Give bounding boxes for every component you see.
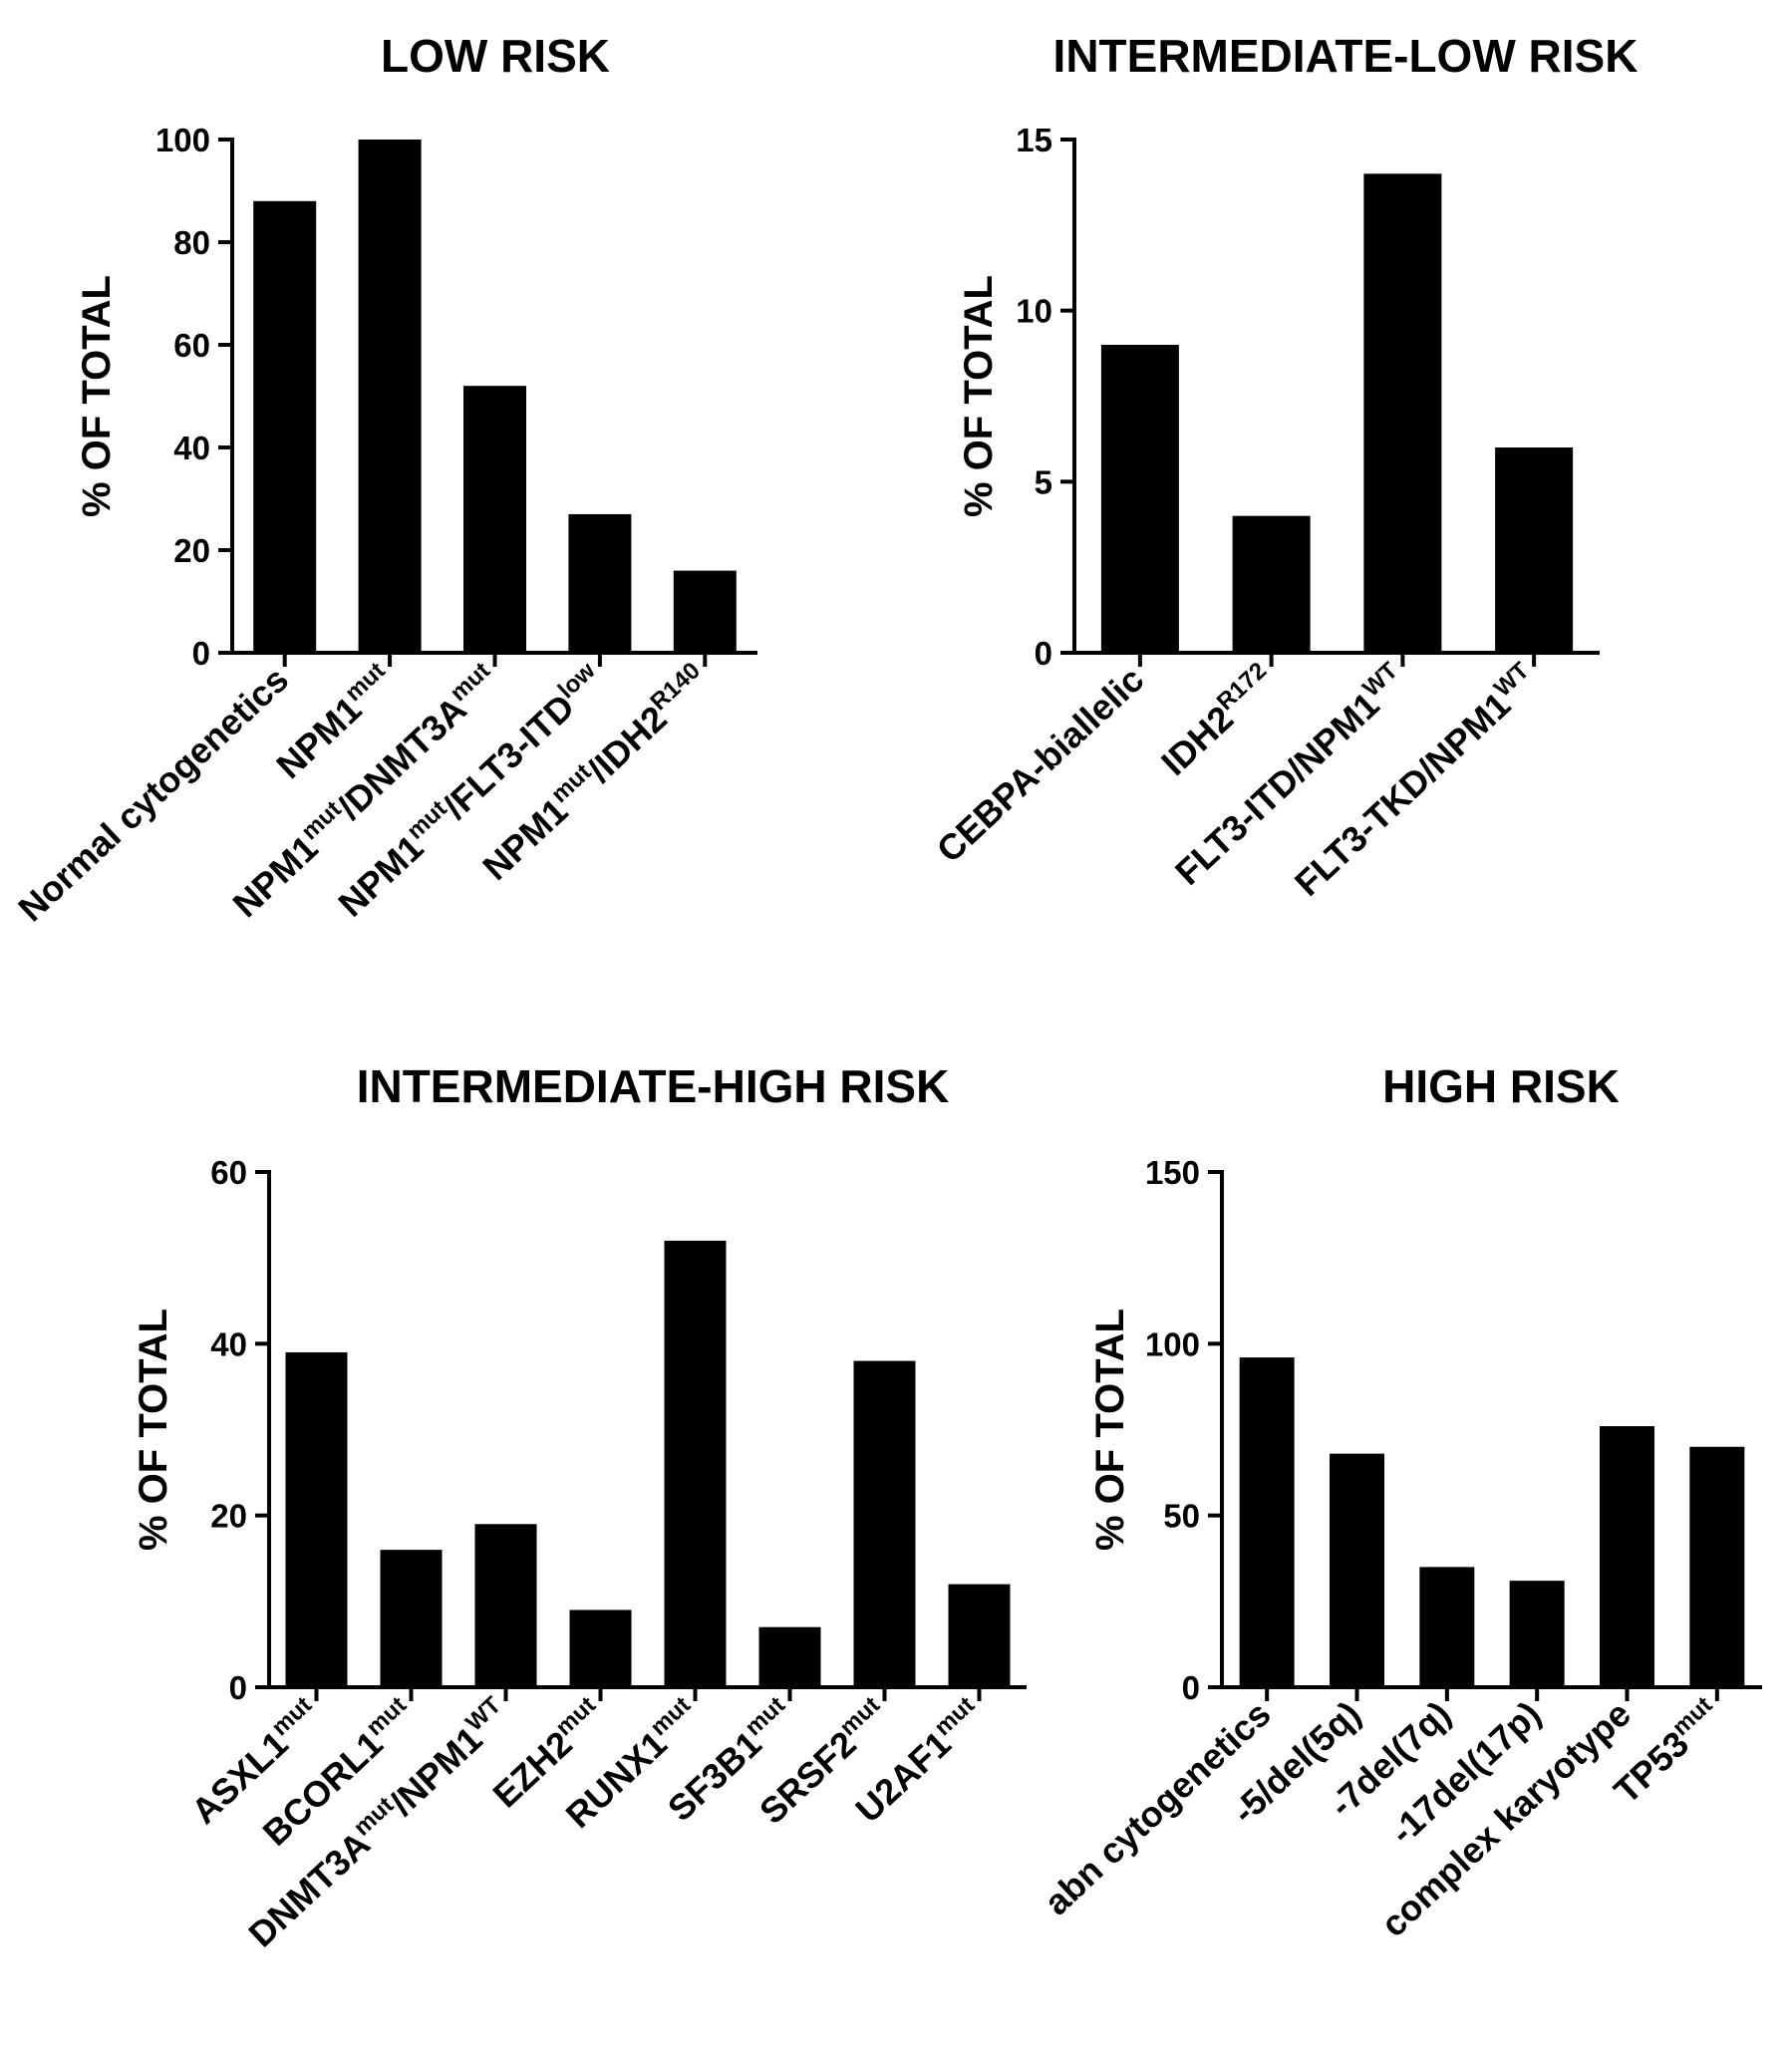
label-text: SRSF2	[751, 1723, 864, 1832]
label-text: /NPM1	[382, 1718, 489, 1823]
label-text: U2AF1	[847, 1723, 958, 1831]
bar	[1419, 1567, 1475, 1687]
bar	[463, 386, 526, 653]
bar	[1509, 1581, 1565, 1687]
y-tick-label: 0	[229, 1669, 247, 1706]
x-category-label: FLT3-TKD/NPM1WT	[1286, 657, 1546, 904]
x-category-label: FLT3-ITD/NPM1WT	[1166, 657, 1414, 893]
y-tick-label: 50	[1163, 1498, 1200, 1535]
label-text: CEBPA-biallelic	[929, 659, 1152, 870]
chart-title: INTERMEDIATE-LOW RISK	[1053, 30, 1639, 82]
y-tick-label: 0	[1035, 635, 1052, 672]
y-tick-label: 60	[210, 1154, 247, 1191]
chart-2: INTERMEDIATE-LOW RISK % OF TOTAL 0 5 10 15 CEB…	[929, 30, 1639, 904]
chart-title: HIGH RISK	[1382, 1060, 1620, 1112]
y-tick-label: 5	[1035, 463, 1052, 500]
x-category-label: CEBPA-biallelic	[929, 659, 1152, 870]
label-superscript: R172	[1212, 657, 1272, 716]
bar	[1600, 1426, 1654, 1687]
label-text: RUNX1	[558, 1723, 675, 1836]
bar	[358, 140, 422, 653]
label-text: FLT3-TKD/NPM1	[1287, 684, 1518, 903]
bar	[1330, 1453, 1384, 1687]
label-superscript: R140	[645, 657, 705, 716]
bar	[1100, 345, 1179, 653]
y-axis-label: % OF TOTAL	[1088, 1309, 1132, 1551]
bar	[948, 1584, 1011, 1687]
chart-3: INTERMEDIATE-HIGH RISK% OF TOTAL0204060A…	[132, 1060, 1027, 1955]
bar	[285, 1351, 348, 1687]
bar	[474, 1524, 537, 1687]
label-text: DNMT3A	[240, 1823, 378, 1954]
bar	[664, 1240, 727, 1687]
y-tick-label: 15	[1016, 122, 1052, 158]
y-tick-label: 0	[192, 635, 210, 672]
bar	[1363, 173, 1442, 654]
y-axis-label: % OF TOTAL	[132, 1309, 175, 1551]
bar	[380, 1550, 443, 1687]
y-tick-label: 40	[173, 430, 210, 466]
bar	[1689, 1446, 1745, 1687]
chart-title: LOW RISK	[381, 30, 610, 82]
y-tick-label: 150	[1145, 1154, 1200, 1191]
y-tick-label: 100	[155, 122, 210, 158]
bar	[853, 1360, 916, 1687]
bar	[1232, 515, 1311, 653]
bar	[569, 1609, 632, 1687]
y-tick-label: 80	[173, 224, 210, 261]
y-tick-label: 100	[1145, 1325, 1200, 1362]
bar	[1239, 1357, 1295, 1687]
y-tick-label: 20	[173, 532, 210, 569]
y-tick-label: 40	[210, 1325, 247, 1362]
bar	[758, 1626, 821, 1687]
label-text: SF3B1	[660, 1723, 769, 1829]
bar	[673, 570, 737, 653]
y-tick-label: 10	[1016, 293, 1052, 330]
y-axis-label: % OF TOTAL	[75, 275, 119, 517]
y-tick-label: 20	[210, 1498, 247, 1535]
y-axis-label: % OF TOTAL	[957, 275, 1001, 517]
bar	[568, 513, 632, 653]
bar	[1495, 447, 1574, 653]
y-tick-label: 0	[1182, 1669, 1200, 1706]
x-category-label: IDH2R172	[1152, 657, 1283, 783]
chart-title: INTERMEDIATE-HIGH RISK	[357, 1060, 950, 1112]
y-tick-label: 60	[173, 327, 210, 364]
bar	[253, 200, 317, 654]
